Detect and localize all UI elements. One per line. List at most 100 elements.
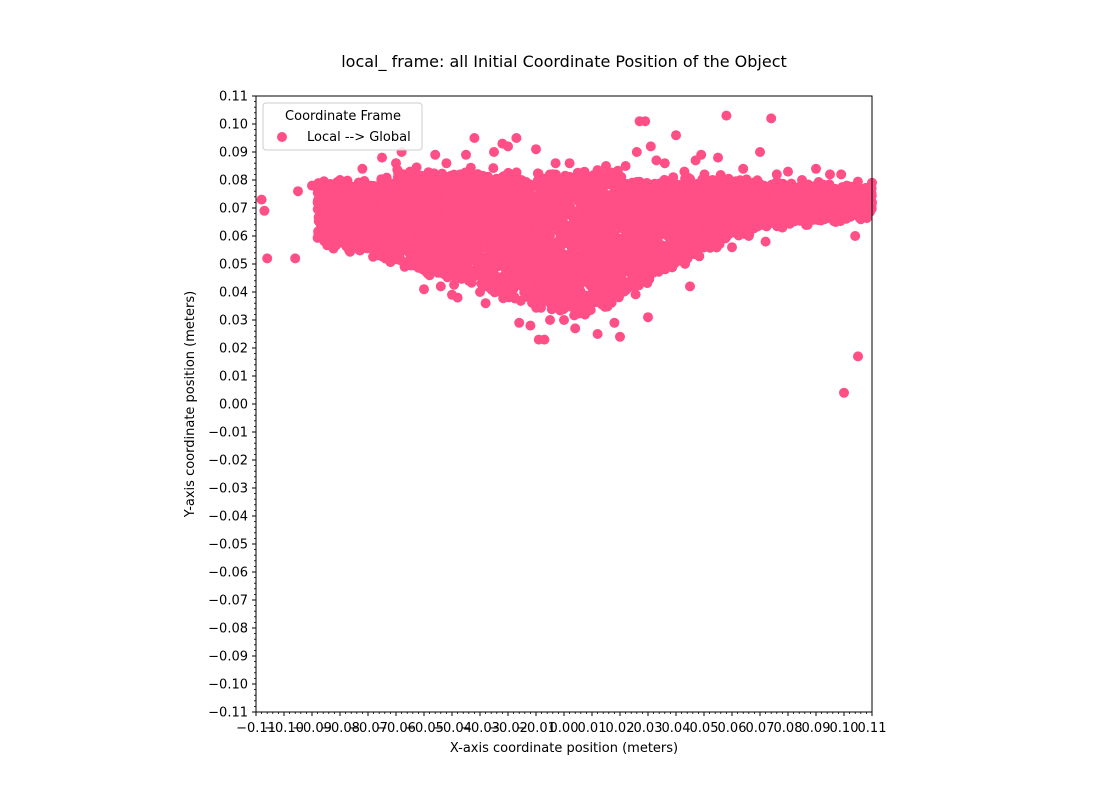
cloud-point <box>587 286 598 297</box>
cloud-point <box>622 179 632 189</box>
cloud-point <box>364 214 375 225</box>
cloud-point <box>579 261 590 272</box>
cloud-point <box>434 244 445 255</box>
cloud-point <box>759 195 770 206</box>
cloud-point <box>572 271 582 282</box>
cloud-point <box>623 231 634 242</box>
cloud-point <box>475 242 486 253</box>
cloud-point <box>809 181 819 192</box>
cloud-point <box>414 206 425 216</box>
cloud-point <box>429 192 440 203</box>
cloud-point <box>580 293 591 304</box>
cloud-point <box>741 218 752 228</box>
cloud-point <box>715 170 726 180</box>
cloud-point <box>547 272 558 283</box>
cloud-point <box>399 261 410 272</box>
cloud-point <box>556 192 567 202</box>
cloud-point <box>376 196 387 207</box>
cloud-point <box>533 213 544 224</box>
cloud-point <box>793 189 804 200</box>
cloud-point <box>674 210 685 221</box>
cloud-point <box>662 229 672 240</box>
cloud-point <box>464 220 475 231</box>
cloud-point <box>363 189 374 199</box>
cloud-point <box>641 178 652 189</box>
cloud-point <box>534 273 545 284</box>
cloud-point <box>566 190 577 201</box>
cloud-point <box>638 216 649 227</box>
cloud-point <box>476 205 487 216</box>
cloud-point <box>509 220 520 231</box>
cloud-point <box>723 218 734 229</box>
cloud-point <box>733 226 744 237</box>
cloud-point <box>760 212 771 223</box>
cloud-point <box>409 220 420 231</box>
cloud-point <box>442 205 452 216</box>
cloud-point <box>437 215 448 226</box>
cloud-point <box>649 178 660 189</box>
cloud-point <box>495 190 506 201</box>
cloud-point <box>731 180 742 191</box>
cloud-point <box>630 225 641 236</box>
cloud-point <box>546 210 557 221</box>
cloud-point <box>573 227 584 237</box>
cloud-point <box>588 248 599 259</box>
cloud-point <box>461 247 472 258</box>
cloud-point <box>619 208 630 219</box>
cloud-point <box>350 210 360 221</box>
cloud-point <box>396 197 407 208</box>
cloud-point <box>522 267 533 278</box>
cloud-point <box>326 190 337 201</box>
cloud-point <box>555 251 566 262</box>
cloud-point <box>606 228 617 239</box>
cloud-point <box>547 188 557 199</box>
cloud-point <box>681 250 692 261</box>
cloud-point <box>449 279 460 290</box>
cloud-point <box>536 185 547 196</box>
cloud-point <box>670 229 681 239</box>
cloud-point <box>634 180 645 191</box>
cloud-point <box>496 274 507 285</box>
cloud-point <box>642 206 653 217</box>
cloud-point <box>379 219 390 230</box>
cloud-point <box>387 216 398 227</box>
cloud-point <box>526 227 537 238</box>
cloud-point <box>425 255 436 265</box>
cloud-point <box>366 203 377 213</box>
cloud-point <box>544 291 554 302</box>
cloud-point <box>717 182 728 193</box>
cloud-point <box>854 186 865 197</box>
cloud-point <box>584 184 595 195</box>
cloud-point <box>610 173 621 184</box>
cloud-point <box>689 218 700 229</box>
cloud-point <box>425 217 436 228</box>
cloud-point <box>385 257 396 268</box>
cloud-point <box>429 168 440 179</box>
cloud-point <box>328 243 339 254</box>
cloud-point <box>551 241 562 252</box>
cloud-point <box>450 216 461 227</box>
cloud-point <box>730 200 741 211</box>
cloud-point <box>660 207 671 218</box>
cloud-point <box>839 192 850 203</box>
cloud-point <box>405 231 416 242</box>
cloud-point <box>509 292 520 303</box>
cloud-point <box>442 191 453 201</box>
point-cloud <box>312 162 877 321</box>
cloud-point <box>719 204 730 215</box>
cloud-point <box>605 253 616 263</box>
cloud-point <box>634 272 645 283</box>
cloud-point <box>704 196 715 206</box>
cloud-point <box>313 229 324 240</box>
cloud-point <box>456 273 467 284</box>
cloud-point <box>555 305 566 316</box>
cloud-point <box>618 196 629 207</box>
cloud-point <box>645 193 656 204</box>
cloud-point <box>596 219 607 230</box>
cloud-point <box>572 207 583 218</box>
cloud-point <box>511 170 522 181</box>
cloud-point <box>543 175 554 186</box>
cloud-point <box>662 253 673 264</box>
cloud-point <box>465 162 476 173</box>
cloud-point <box>472 189 483 199</box>
